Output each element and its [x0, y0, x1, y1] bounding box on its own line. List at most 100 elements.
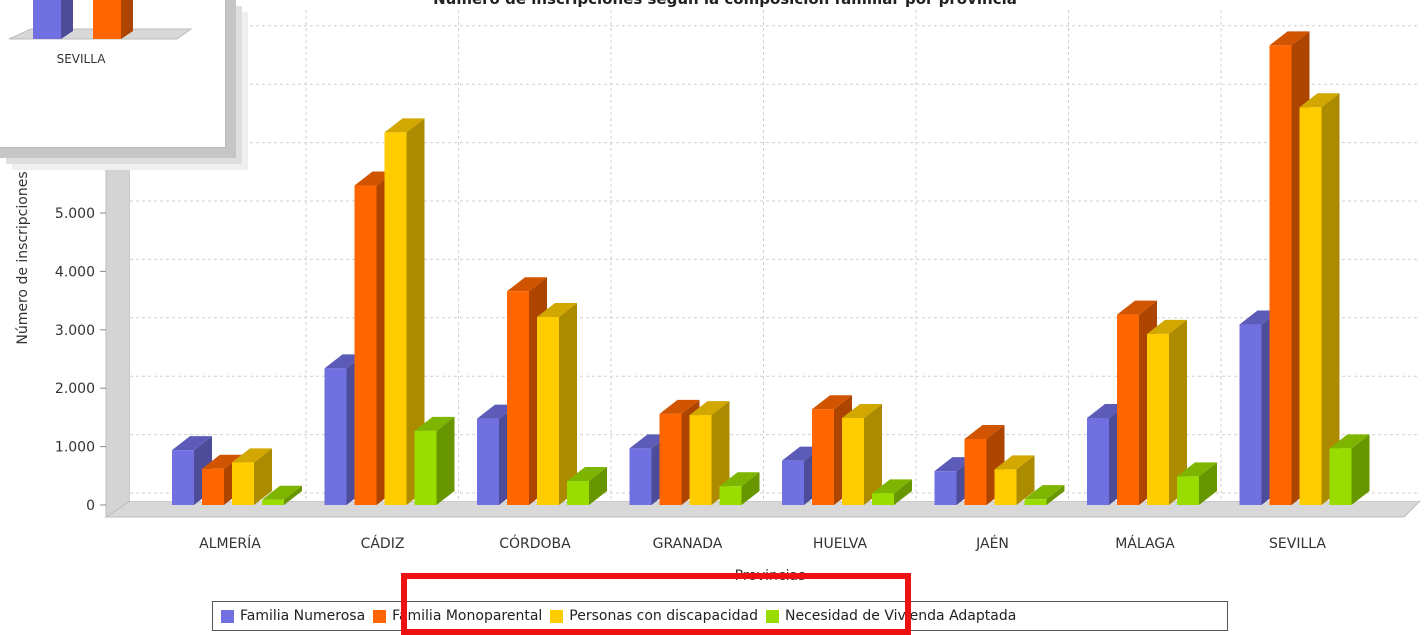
bar-front — [384, 132, 407, 505]
y-tick-label: 5.000 — [55, 206, 95, 222]
bar — [262, 485, 302, 505]
bar-front — [1239, 324, 1262, 505]
chart-legend: Familia Numerosa Familia Monoparental Pers… — [212, 601, 1228, 631]
zoom-popup-chart: SEVILLA — [8, 0, 193, 66]
bar-top — [262, 485, 302, 500]
x-tick-label: JAÉN — [975, 535, 1009, 552]
legend-swatch — [550, 609, 564, 623]
bar-front — [994, 469, 1017, 505]
legend-swatch — [766, 609, 780, 623]
bar-front — [1329, 448, 1352, 505]
zoom-category-label: SEVILLA — [57, 52, 107, 66]
legend-item: Necesidad de Vivienda Adaptada — [766, 608, 1016, 624]
zoom-bar-front — [33, 0, 61, 39]
bar-top — [1177, 462, 1217, 477]
bar-top — [994, 455, 1035, 470]
bar-top — [659, 399, 700, 414]
x-tick-label: CÓRDOBA — [499, 534, 571, 552]
bar-front — [414, 430, 437, 505]
bar-side — [864, 403, 882, 505]
y-tick-label: 6.000 — [55, 148, 95, 164]
bar-front — [172, 450, 194, 505]
bar-top — [537, 302, 577, 317]
x-tick-label: GRANADA — [653, 536, 723, 552]
bar — [567, 467, 607, 505]
bar — [1329, 434, 1370, 505]
bar-top — [1147, 319, 1187, 334]
bar-top — [1117, 300, 1157, 315]
bar-side — [406, 118, 425, 506]
bar-front — [537, 316, 559, 505]
legend-item: Personas con discapacidad — [550, 608, 758, 624]
bar-top — [384, 118, 425, 133]
legend-label: Necesidad de Vivienda Adaptada — [785, 608, 1017, 624]
bar-front — [477, 418, 499, 505]
legend-swatch — [373, 609, 387, 623]
bar-front — [567, 481, 589, 505]
bar — [1024, 485, 1065, 505]
zoom-bar-front — [93, 0, 121, 39]
legend-label: Familia Numerosa — [240, 608, 366, 624]
bar — [232, 448, 272, 505]
bar-side — [1351, 434, 1370, 505]
bar-top — [689, 401, 730, 416]
bar-side — [589, 467, 607, 505]
x-tick-label: SEVILLA — [1269, 536, 1326, 552]
y-tick-label: 3.000 — [55, 323, 95, 339]
bar-front — [629, 448, 652, 505]
bar-front — [262, 499, 284, 505]
bar-front — [659, 413, 682, 505]
bar — [719, 472, 760, 505]
bar-front — [842, 417, 864, 505]
x-tick-label: HUELVA — [813, 536, 868, 552]
plot-area — [130, 10, 1420, 501]
y-tick-label: 1.000 — [55, 440, 95, 456]
bar-top — [719, 472, 760, 487]
bar-front — [232, 462, 254, 505]
y-tick-label: 4.000 — [55, 264, 95, 280]
bar-side — [741, 472, 760, 505]
x-tick-label: ALMERÍA — [199, 535, 261, 552]
bar-front — [507, 291, 529, 505]
y-axis-title: Número de inscripciones — [15, 171, 31, 344]
bar-top — [1299, 93, 1340, 108]
legend-item: Familia Monoparental — [373, 608, 542, 624]
bar-front — [1117, 314, 1139, 505]
bar-front — [202, 468, 224, 505]
y-tick-label: 0 — [86, 498, 95, 514]
x-axis-title: Provincias — [735, 568, 806, 584]
bar-top — [1269, 31, 1310, 46]
bar-top — [1329, 434, 1370, 449]
bar-side — [254, 448, 272, 505]
bar — [384, 118, 425, 506]
bar-top — [842, 403, 882, 418]
bar — [1177, 462, 1217, 505]
bar-top — [172, 436, 212, 451]
bar-front — [812, 409, 834, 505]
chart-floor — [104, 500, 1422, 518]
y-tick-label: 2.000 — [55, 381, 95, 397]
bar-side — [559, 302, 577, 505]
zoom-bar-side — [61, 0, 73, 39]
bar-top — [414, 416, 455, 431]
bar-front — [782, 460, 804, 505]
bar — [994, 455, 1035, 505]
bar-front — [872, 493, 894, 505]
bar-top — [812, 395, 852, 410]
bar-top — [232, 448, 272, 463]
bar-top — [567, 467, 607, 482]
bar-front — [934, 471, 957, 505]
bar-front — [689, 415, 712, 505]
zoom-bar-side — [121, 0, 133, 39]
bar-side — [894, 479, 912, 505]
bar-top — [872, 479, 912, 494]
bar-side — [1321, 93, 1340, 506]
bar-top — [964, 425, 1005, 440]
bar — [1147, 319, 1187, 505]
bar-top — [1024, 485, 1065, 500]
bar-side — [436, 416, 455, 505]
bar-side — [1046, 485, 1065, 505]
bar-top — [507, 277, 547, 292]
bar-side — [1199, 462, 1217, 505]
